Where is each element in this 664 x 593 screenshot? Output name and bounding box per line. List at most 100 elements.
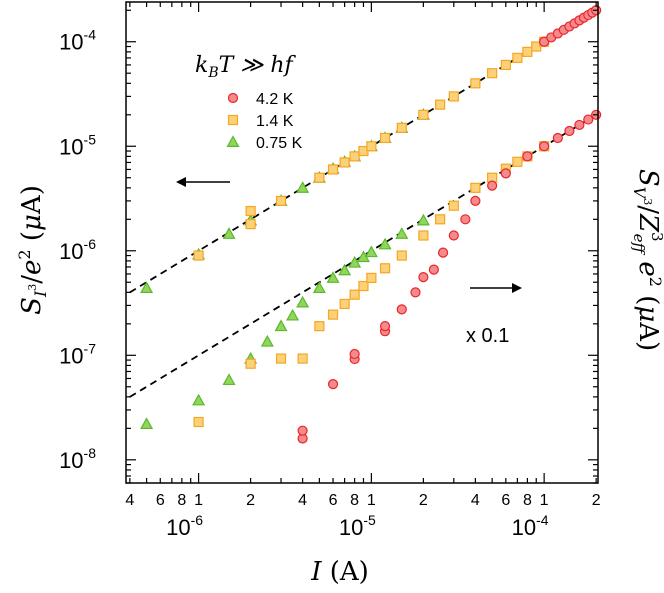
legend: kBT ≫ hf 4.2 K 1.4 K 0.75 K (195, 53, 303, 152)
data-point (448, 91, 459, 102)
data-point (435, 214, 446, 225)
data-point (297, 425, 308, 436)
y-decade-label: 10-4 (59, 27, 96, 55)
data-point (245, 358, 256, 369)
data-point (192, 393, 206, 406)
y-decade-label: 10-5 (59, 131, 96, 159)
legend-label: 4.2 K (256, 91, 294, 108)
x-decade-label: 10-5 (339, 512, 376, 540)
legend-label: 0.75 K (256, 135, 303, 152)
data-point (349, 289, 360, 300)
data-point (418, 109, 429, 120)
data-point (274, 319, 288, 332)
tick-labels: 4 6 8 2 4 6 8 2 4 6 8 2110-6110-5110-410-810-710-61… (59, 27, 601, 540)
data-point (379, 263, 391, 274)
data-point (470, 195, 481, 207)
data-point (314, 172, 325, 183)
data-point (339, 157, 350, 168)
data-point (500, 168, 511, 179)
data-point (418, 230, 429, 241)
data-point (260, 334, 274, 347)
x-minor-tick-label: 1 (540, 492, 549, 509)
data-point (349, 151, 360, 162)
y-axis-label-right: SV3/Z3eff e2 (μA) (630, 169, 664, 351)
data-point (327, 379, 339, 390)
data-point (539, 141, 550, 152)
data-point (222, 373, 236, 386)
data-point (358, 280, 369, 292)
x-minor-tick-label: 2 (419, 492, 428, 509)
data-point (378, 237, 392, 250)
y-decade-label: 10-6 (59, 236, 96, 264)
legend-marker (226, 135, 240, 147)
data-point (416, 213, 430, 226)
plot-frame (125, 1, 599, 484)
data-point (418, 271, 429, 283)
data-point (470, 78, 481, 89)
data-point (140, 281, 154, 294)
data-point (564, 125, 575, 137)
x-minor-tick-label: 8 (523, 492, 532, 509)
data-point (435, 99, 446, 110)
data-point (410, 287, 421, 298)
x-axis-label: I (A) (310, 557, 369, 587)
data-point (574, 119, 585, 131)
x-minor-tick-label: 4 (298, 492, 307, 509)
data-point (245, 218, 256, 230)
data-point (366, 141, 377, 152)
data-point (512, 156, 523, 167)
scale-annotation: x 0.1 (466, 325, 509, 347)
data-point (487, 180, 498, 191)
data-point (349, 348, 360, 360)
data-point (297, 353, 308, 364)
data-point (314, 321, 325, 332)
data-point (487, 68, 498, 79)
data-point (396, 250, 407, 261)
x-minor-tick-label: 8 (350, 492, 359, 509)
legend-marker (227, 114, 239, 126)
data-point (522, 151, 533, 162)
data-point (512, 52, 523, 64)
data-point (296, 181, 310, 193)
data-point (379, 132, 391, 144)
data-point (286, 308, 300, 321)
y-decade-label: 10-8 (59, 445, 96, 473)
x-decade-label: 10-6 (166, 512, 203, 540)
data-point (396, 304, 407, 315)
data-point (379, 321, 391, 332)
data-point (552, 132, 563, 144)
x-minor-tick-label: 4 (471, 492, 480, 509)
x-minor-tick-label: 6 (501, 492, 510, 509)
data-point (140, 417, 154, 430)
data-point (437, 247, 449, 258)
data-point (366, 272, 377, 284)
fit-line-upper (129, 9, 597, 294)
x-minor-tick-label: 1 (367, 492, 376, 509)
data-point (470, 182, 481, 193)
fit-lines (129, 9, 597, 398)
data-point (339, 298, 350, 310)
data-point (428, 264, 439, 275)
data-point (460, 214, 471, 225)
data-point (522, 46, 533, 57)
right-axis-arrow (470, 283, 522, 293)
x-minor-tick-label: 6 (156, 492, 165, 509)
data-point (327, 309, 339, 320)
data-point (193, 250, 204, 261)
y-axis-label-left: SI3/e2 (μA) (15, 185, 50, 315)
x-minor-tick-label: 8 (177, 492, 186, 509)
legend-marker (227, 92, 239, 104)
data-point (364, 245, 378, 258)
data-point (245, 205, 256, 217)
data-point (312, 281, 326, 294)
axis-ticks (126, 2, 598, 484)
data-point (396, 122, 407, 133)
data-point (395, 227, 409, 239)
data-point (500, 59, 511, 71)
data-point (275, 195, 287, 207)
data-point (583, 114, 594, 125)
x-minor-tick-label: 6 (329, 492, 338, 509)
data-point (326, 271, 340, 283)
data-point (448, 230, 459, 241)
